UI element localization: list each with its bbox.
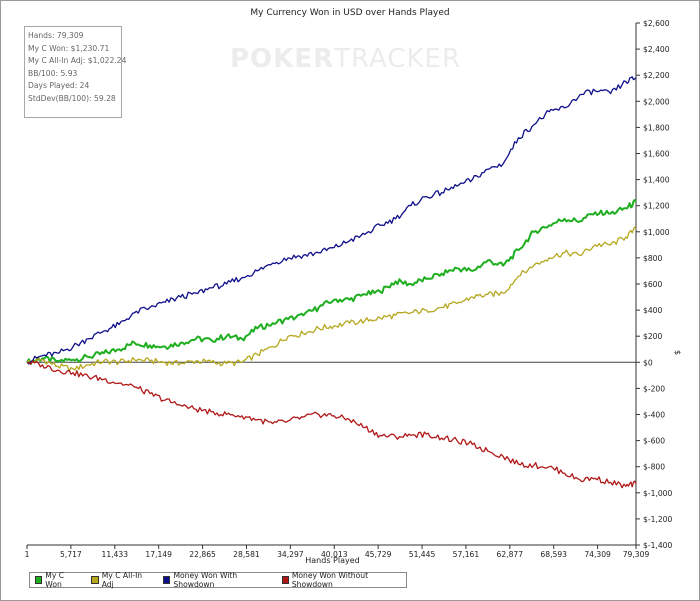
x-axis-label: Hands Played bbox=[305, 556, 360, 565]
y-axis-label: $ bbox=[673, 350, 682, 356]
legend-swatch-my-c-won bbox=[35, 576, 43, 584]
y-tick-label: $2,200 bbox=[643, 71, 670, 80]
legend: My C Won My C All-In Adj Money Won With … bbox=[29, 571, 407, 589]
stat-my-c-won: My C Won: $1,230.71 bbox=[28, 43, 110, 53]
y-tick-label: $-1,000 bbox=[643, 489, 672, 498]
series-lines bbox=[26, 76, 637, 489]
chart-title: My Currency Won in USD over Hands Played bbox=[250, 8, 450, 18]
watermark-part-poker: POKER bbox=[230, 44, 335, 74]
legend-label-money-won-without-showdown: Money Won Without Showdown bbox=[291, 571, 369, 589]
stat-stddev: StdDev(BB/100): 59.28 bbox=[28, 93, 116, 103]
y-tick-label: $200 bbox=[643, 332, 662, 341]
x-tick-label: 40,013 bbox=[321, 550, 348, 559]
y-tick-label: $400 bbox=[643, 306, 662, 315]
y-tick-label: $600 bbox=[643, 280, 662, 289]
y-tick-label: $-800 bbox=[643, 463, 665, 472]
y-tick-label: $800 bbox=[643, 254, 662, 263]
y-tick-label: $1,400 bbox=[643, 176, 670, 185]
series-line-money-won-with-showdown bbox=[26, 76, 637, 365]
watermark-part-tracker: TRACKER bbox=[334, 44, 462, 74]
x-tick-label: 68,593 bbox=[540, 550, 567, 559]
x-tick-label: 28,581 bbox=[233, 550, 260, 559]
y-tick-label: $-600 bbox=[643, 437, 665, 446]
x-tick-label: 11,433 bbox=[101, 550, 128, 559]
x-tick-label: 5,717 bbox=[60, 550, 82, 559]
series-line-money-won-without-showdown bbox=[26, 360, 637, 489]
x-tick-label: 57,161 bbox=[453, 550, 480, 559]
series-line-my-c-all-in-adj bbox=[26, 226, 637, 372]
stat-my-c-all-in-adj: My C All-In Adj: $1,022.24 bbox=[28, 56, 127, 65]
x-tick-label: 62,877 bbox=[497, 550, 524, 559]
legend-swatch-money-won-with-showdown bbox=[163, 576, 171, 584]
y-tick-label: $-1,400 bbox=[643, 541, 672, 550]
legend-label-money-won-with-showdown: Money Won With Showdown bbox=[173, 571, 238, 589]
x-tick-label: 74,309 bbox=[584, 550, 611, 559]
y-tick-label: $1,200 bbox=[643, 202, 670, 211]
x-tick-label: 51,445 bbox=[409, 550, 436, 559]
legend-item-money-won-with-showdown[interactable]: Money Won With Showdown bbox=[163, 571, 268, 589]
legend-swatch-my-c-all-in-adj bbox=[91, 576, 99, 584]
legend-item-money-won-without-showdown[interactable]: Money Won Without Showdown bbox=[281, 571, 398, 589]
x-tick-label: 17,149 bbox=[145, 550, 172, 559]
legend-swatch-money-won-without-showdown bbox=[281, 576, 289, 584]
y-tick-label: $2,400 bbox=[643, 45, 670, 54]
y-tick-label: $1,800 bbox=[643, 123, 670, 132]
legend-label-my-c-won: My C Won bbox=[45, 571, 65, 589]
y-tick-label: $-200 bbox=[643, 384, 665, 393]
legend-item-my-c-won[interactable]: My C Won bbox=[35, 571, 78, 589]
pokertracker-watermark-logo: POKERTRACKER bbox=[230, 44, 461, 74]
x-tick-label: 22,865 bbox=[189, 550, 216, 559]
stat-days-played: Days Played: 24 bbox=[28, 81, 90, 90]
y-tick-label: $1,000 bbox=[643, 228, 670, 237]
y-tick-label: $-1,200 bbox=[643, 515, 672, 524]
y-tick-label: $1,600 bbox=[643, 150, 670, 159]
y-tick-label: $0 bbox=[643, 358, 653, 367]
x-tick-label: 45,729 bbox=[365, 550, 392, 559]
legend-label-my-c-all-in-adj: My C All-In Adj bbox=[101, 571, 143, 589]
stat-hands: Hands: 79,309 bbox=[28, 31, 84, 40]
tick-labels: $2,600 $2,400 $2,200 $2,000 $1,800 $1,600 $1,4… bbox=[25, 19, 673, 559]
x-tick-label: 34,297 bbox=[277, 550, 304, 559]
x-tick-label: 79,309 bbox=[623, 550, 650, 559]
y-tick-label: $-400 bbox=[643, 411, 665, 420]
y-tick-label: $2,600 bbox=[643, 19, 670, 28]
stat-bb-100: BB/100: 5.93 bbox=[28, 68, 78, 78]
stats-summary-box: Hands: 79,309 My C Won: $1,230.71 My C A… bbox=[24, 26, 127, 118]
series-line-my-c-won bbox=[26, 199, 637, 365]
legend-item-my-c-all-in-adj[interactable]: My C All-In Adj bbox=[91, 571, 150, 589]
y-tick-label: $2,000 bbox=[643, 97, 670, 106]
x-tick-label: 1 bbox=[25, 550, 30, 559]
